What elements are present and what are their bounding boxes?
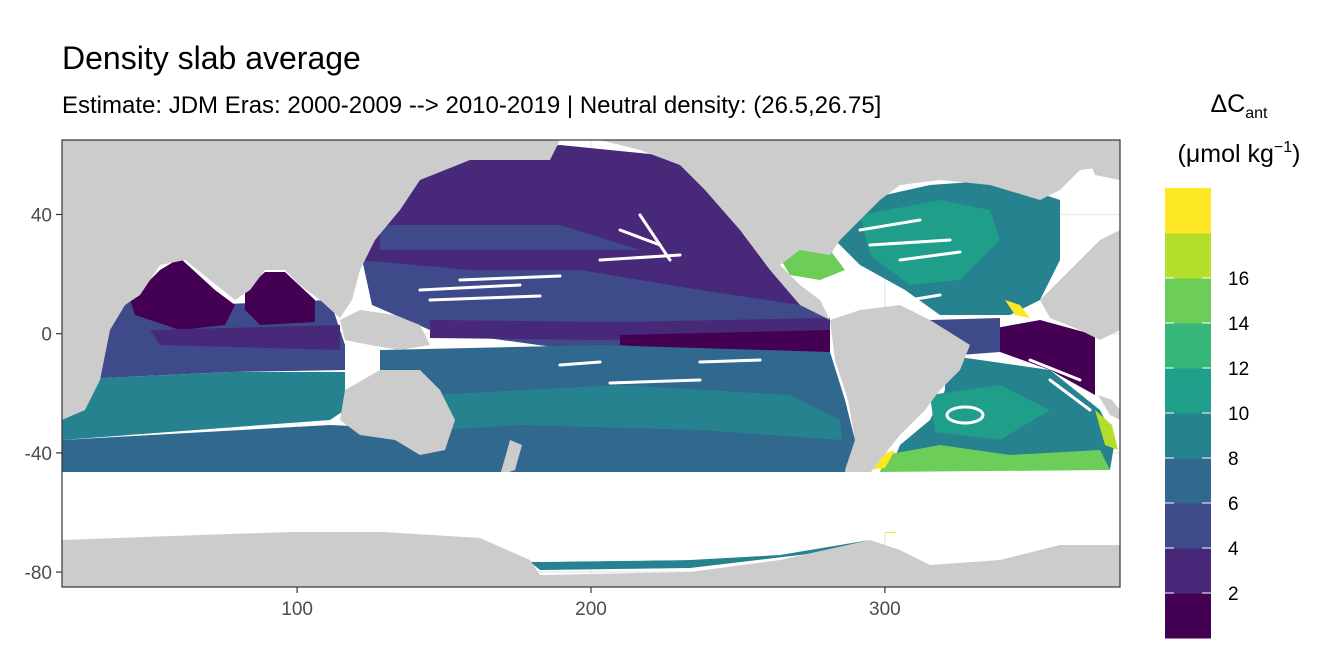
region-arabian-sea bbox=[130, 258, 235, 330]
x-tick-label-1: 200 bbox=[575, 599, 607, 620]
legend-bin-1 bbox=[1165, 548, 1211, 594]
legend-unit-open: (μmol kg bbox=[1178, 140, 1274, 168]
legend-bin-5 bbox=[1165, 368, 1211, 414]
legend-label-3: 8 bbox=[1228, 449, 1239, 470]
ocean-fields bbox=[62, 145, 1118, 570]
land-maritime-continent bbox=[340, 310, 430, 350]
land-southern-africa bbox=[1098, 395, 1120, 420]
y-tick-label-2: -40 bbox=[25, 444, 52, 465]
legend-title: ΔCant bbox=[1210, 90, 1268, 122]
region-kuroshio-band bbox=[380, 225, 640, 250]
legend-label-7: 16 bbox=[1228, 269, 1249, 290]
legend-labels: 2 4 6 8 10 12 14 16 bbox=[1165, 269, 1250, 605]
region-southern-indian bbox=[62, 372, 345, 440]
land-africa bbox=[1040, 230, 1120, 340]
legend-unit-superscript: −1 bbox=[1274, 139, 1292, 156]
legend-label-2: 6 bbox=[1228, 494, 1239, 515]
land-eurasia-africa bbox=[62, 140, 560, 420]
x-axis: 100 200 300 bbox=[281, 587, 901, 620]
data-gaps bbox=[418, 213, 1092, 425]
region-eastern-tropical-pacific bbox=[620, 330, 830, 352]
legend-label-5: 12 bbox=[1228, 359, 1249, 380]
legend-bin-8 bbox=[1165, 233, 1211, 279]
legend-bin-7 bbox=[1165, 278, 1211, 324]
y-tick-label-1: 0 bbox=[41, 325, 52, 346]
region-southern-ocean-band bbox=[62, 425, 855, 472]
land-greenland bbox=[1080, 140, 1120, 180]
legend-label-6: 14 bbox=[1228, 314, 1250, 335]
legend: ΔCant (μmol kg−1) 2 4 6 8 10 12 14 16 bbox=[1165, 90, 1300, 639]
land-south-america bbox=[830, 305, 970, 490]
region-south-atlantic-margin-green bbox=[880, 445, 1110, 472]
region-north-pacific-subpolar bbox=[360, 145, 800, 305]
legend-title-subscript: ant bbox=[1245, 105, 1268, 122]
legend-bin-4 bbox=[1165, 413, 1211, 459]
antarctic-shelf-no-data bbox=[480, 525, 900, 562]
x-tick-label-2: 300 bbox=[869, 599, 901, 620]
legend-colorbar bbox=[1165, 188, 1211, 639]
x-tick-label-0: 100 bbox=[281, 599, 313, 620]
legend-bin-0 bbox=[1165, 593, 1211, 639]
southern-ocean-no-data bbox=[62, 472, 1120, 532]
y-tick-label-3: -80 bbox=[25, 563, 52, 584]
legend-unit-close: ) bbox=[1292, 140, 1300, 168]
region-bay-of-bengal bbox=[245, 272, 315, 325]
region-benguela-rim bbox=[1095, 410, 1118, 450]
region-south-pacific-mid bbox=[430, 385, 842, 440]
region-brazil-rim bbox=[1005, 300, 1030, 318]
legend-label-0: 2 bbox=[1228, 584, 1239, 605]
land-masses bbox=[62, 140, 1120, 587]
land-australia bbox=[340, 370, 455, 455]
region-south-atlantic-inner bbox=[930, 385, 1050, 440]
legend-unit: (μmol kg−1) bbox=[1178, 139, 1301, 168]
land-new-zealand bbox=[500, 440, 522, 475]
chart-title: Density slab average bbox=[62, 40, 361, 76]
y-axis: 40 0 -40 -80 bbox=[25, 206, 62, 584]
region-indian-equatorial bbox=[150, 325, 340, 350]
chart-subtitle: Estimate: JDM Eras: 2000-2009 --> 2010-2… bbox=[62, 92, 882, 119]
land-antarctica bbox=[62, 530, 1120, 587]
legend-label-1: 4 bbox=[1228, 539, 1239, 560]
legend-bin-9 bbox=[1165, 188, 1211, 234]
legend-title-main: ΔC bbox=[1210, 90, 1245, 118]
legend-bin-6 bbox=[1165, 323, 1211, 369]
y-tick-label-0: 40 bbox=[31, 206, 52, 227]
legend-label-4: 10 bbox=[1228, 404, 1249, 425]
land-north-america bbox=[600, 140, 1120, 320]
legend-bin-2 bbox=[1165, 503, 1211, 549]
legend-bin-3 bbox=[1165, 458, 1211, 504]
